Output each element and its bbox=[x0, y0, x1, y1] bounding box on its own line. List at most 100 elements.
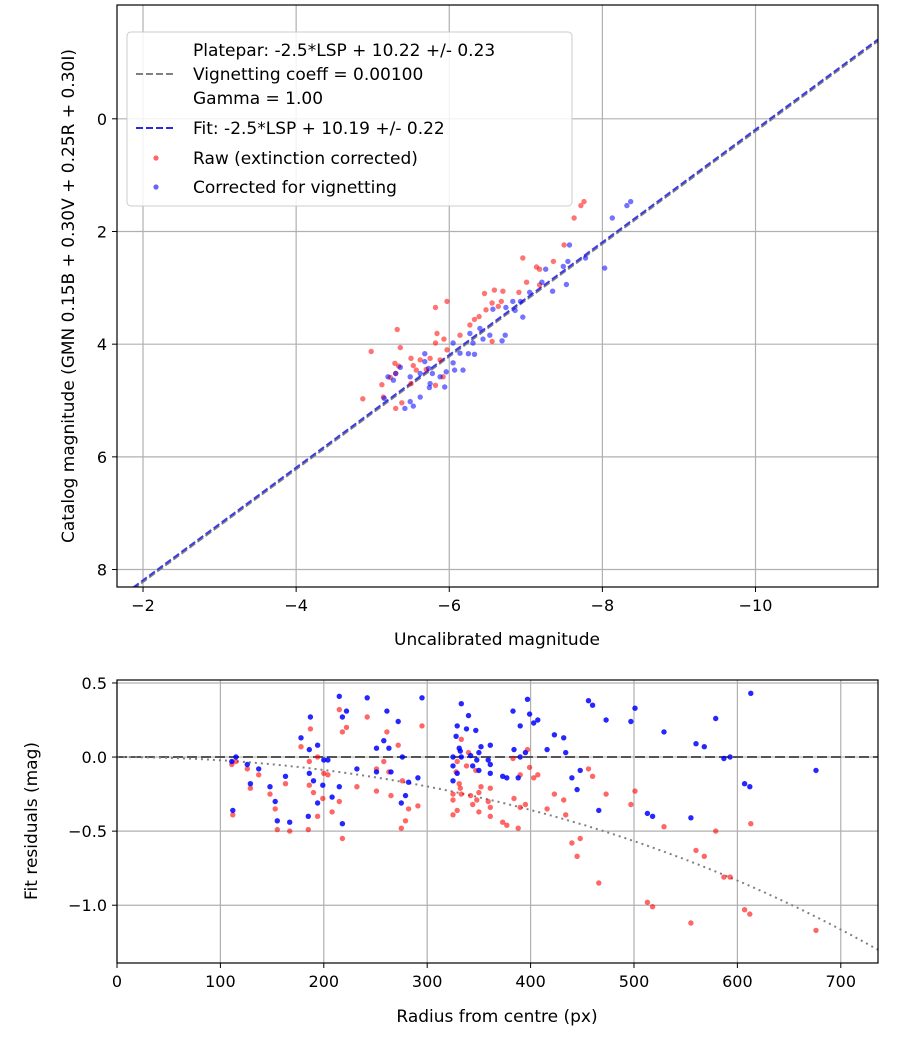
bottom-x-axis-label: Radius from centre (px) bbox=[396, 1007, 597, 1027]
raw-point bbox=[747, 911, 753, 917]
corrected-point bbox=[388, 769, 394, 775]
x-tick-label: 700 bbox=[826, 972, 857, 991]
corrected-point bbox=[551, 732, 558, 738]
corrected-point bbox=[503, 304, 509, 311]
x-tick-label: 100 bbox=[205, 972, 236, 991]
x-tick-label: −6 bbox=[437, 596, 461, 615]
fit-line bbox=[132, 38, 878, 587]
raw-point bbox=[535, 772, 541, 778]
corrected-point bbox=[458, 701, 464, 707]
corrected-point bbox=[320, 782, 326, 788]
residuals-plot: 0 100 200 300 400 500 600 700 0.5 0.0 −0.5 −1.0 bbox=[68, 674, 879, 991]
corrected-point bbox=[395, 718, 401, 725]
raw-point bbox=[272, 806, 278, 812]
raw-point bbox=[320, 795, 326, 802]
raw-point bbox=[397, 344, 403, 351]
corrected-point bbox=[453, 733, 459, 739]
raw-point bbox=[581, 198, 587, 205]
raw-point bbox=[551, 791, 558, 797]
corrected-point bbox=[343, 708, 350, 714]
corrected-point bbox=[511, 746, 517, 753]
vignetting-model-line bbox=[117, 756, 878, 951]
raw-point bbox=[515, 825, 521, 831]
corrected-point bbox=[487, 770, 493, 776]
corrected-point bbox=[373, 745, 380, 751]
raw-point bbox=[500, 288, 506, 294]
raw-point bbox=[498, 298, 504, 305]
corrected-point bbox=[397, 364, 403, 370]
raw-point bbox=[701, 853, 707, 859]
corrected-point bbox=[422, 351, 428, 357]
corrected-point bbox=[429, 370, 436, 377]
raw-point bbox=[476, 313, 482, 320]
corrected-point bbox=[339, 714, 346, 720]
raw-point bbox=[481, 290, 488, 297]
raw-point bbox=[489, 300, 495, 306]
raw-point bbox=[402, 818, 409, 824]
corrected-point bbox=[522, 749, 529, 756]
corrected-point bbox=[813, 767, 819, 774]
corrected-point bbox=[454, 723, 460, 729]
corrected-point bbox=[566, 242, 573, 248]
raw-point bbox=[649, 904, 656, 910]
corrected-point bbox=[384, 708, 390, 714]
corrected-point bbox=[405, 779, 412, 785]
raw-point bbox=[244, 766, 250, 772]
corrected-point bbox=[477, 325, 483, 332]
raw-point bbox=[384, 729, 390, 735]
corrected-point bbox=[364, 695, 370, 701]
raw-point bbox=[561, 242, 567, 248]
corrected-point bbox=[419, 695, 425, 701]
corrected-point bbox=[407, 398, 413, 405]
raw-point bbox=[457, 785, 463, 791]
raw-point bbox=[417, 357, 423, 363]
raw-point bbox=[395, 742, 401, 748]
corrected-point bbox=[336, 784, 342, 790]
raw-point bbox=[336, 798, 342, 805]
raw-point bbox=[444, 298, 450, 305]
corrected-point bbox=[531, 720, 537, 726]
corrected-point bbox=[490, 306, 496, 312]
corrected-point bbox=[478, 744, 484, 750]
raw-point bbox=[688, 920, 694, 926]
raw-point bbox=[693, 847, 699, 854]
raw-point bbox=[454, 807, 460, 814]
corrected-point bbox=[476, 749, 482, 756]
corrected-point bbox=[407, 374, 413, 380]
corrected-point bbox=[721, 755, 727, 762]
raw-point bbox=[415, 803, 421, 809]
corrected-point bbox=[661, 729, 667, 735]
raw-point bbox=[458, 736, 464, 742]
corrected-point bbox=[502, 332, 508, 338]
raw-point bbox=[485, 798, 491, 805]
legend-corrected-label: Corrected for vignetting bbox=[193, 178, 397, 198]
raw-point bbox=[410, 362, 416, 369]
raw-point bbox=[230, 812, 236, 818]
raw-point bbox=[306, 758, 312, 765]
y-tick-label: 2 bbox=[97, 222, 107, 241]
raw-point bbox=[314, 813, 321, 819]
legend-platepar-line2: Vignetting coeff = 0.00100 bbox=[193, 65, 423, 85]
raw-point bbox=[287, 828, 293, 834]
corrected-point bbox=[510, 708, 516, 714]
corrected-point bbox=[565, 258, 571, 265]
corrected-point bbox=[442, 384, 448, 390]
corrected-point bbox=[422, 358, 428, 365]
corrected-point bbox=[474, 757, 480, 763]
raw-point bbox=[589, 773, 596, 779]
corrected-point bbox=[458, 754, 464, 760]
corrected-point bbox=[247, 781, 254, 787]
raw-point bbox=[310, 789, 317, 796]
raw-point bbox=[563, 812, 569, 818]
raw-point bbox=[450, 791, 456, 797]
raw-point bbox=[408, 380, 414, 387]
corrected-point bbox=[589, 702, 596, 708]
raw-point bbox=[405, 806, 412, 812]
legend-box bbox=[126, 31, 573, 207]
raw-point bbox=[381, 758, 387, 765]
corrected-point bbox=[487, 761, 493, 768]
raw-point bbox=[267, 791, 273, 797]
raw-point bbox=[813, 927, 819, 934]
raw-point bbox=[536, 266, 543, 272]
corrected-point bbox=[282, 773, 289, 779]
